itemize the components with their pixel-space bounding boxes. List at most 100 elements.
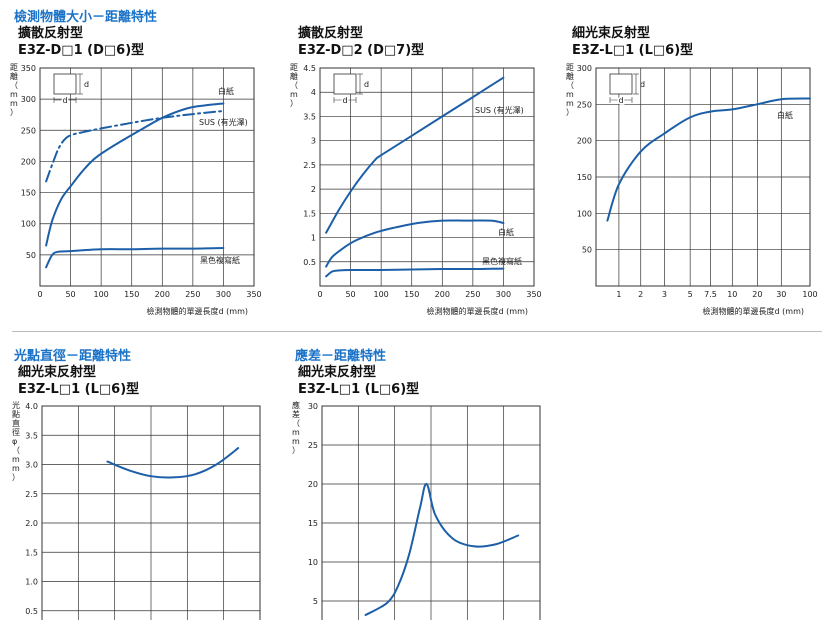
y-tick-label: 20 [308, 480, 318, 489]
x-tick-label: 2 [638, 290, 643, 299]
y-tick-label: 5 [313, 597, 318, 606]
chart-title-c5-line1: 細光束反射型 [298, 365, 377, 380]
y-axis-label: 應差（ m m） [292, 400, 300, 455]
series-label: SUS (有光澤) [199, 117, 248, 127]
chart-title-c3-line2: E3Z-L□1 (L□6)型 [572, 43, 694, 58]
y-tick-label: 2.0 [25, 519, 38, 528]
x-tick-label: 300 [216, 290, 231, 299]
y-tick-label: 150 [577, 173, 592, 182]
series-label: SUS (有光澤) [475, 105, 524, 115]
chart-title-c3: 細光束反射型 E3Z-L□1 (L□6)型 [572, 25, 693, 59]
y-tick-label: 50 [26, 251, 36, 260]
x-tick-label: 150 [404, 290, 419, 299]
x-tick-label: 100 [802, 290, 817, 299]
x-tick-label: 30 [776, 290, 786, 299]
y-tick-label: 1 [311, 234, 316, 243]
y-tick-label: 350 [21, 64, 36, 73]
y-tick-label: 200 [577, 137, 592, 146]
x-tick-label: 100 [94, 290, 109, 299]
plot-frame [319, 67, 535, 287]
y-tick-label: 100 [577, 209, 592, 218]
inset-height-label: d [364, 80, 369, 89]
x-tick-label: 250 [465, 290, 480, 299]
section-title-hysteresis: 應差－距離特性 [295, 349, 387, 364]
section-title-size-distance: 檢測物體大小－距離特性 [14, 10, 158, 25]
x-tick-label: 150 [124, 290, 139, 299]
series-line [45, 102, 225, 247]
y-tick-label: 200 [21, 157, 36, 166]
x-tick-label: 10 [727, 290, 737, 299]
y-axis-label: 距離（ m） [290, 63, 298, 108]
x-axis-label: 檢測物體的單邊長度d (mm) [427, 306, 528, 316]
y-tick-label: 2.5 [303, 161, 316, 170]
y-tick-label: 1.5 [25, 548, 38, 557]
y-tick-label: 1.5 [303, 209, 316, 218]
x-axis-label: 檢測物體的單邊長度d (mm) [147, 306, 248, 316]
y-axis-label: 距離（ m m） [10, 63, 18, 117]
x-tick-label: 200 [155, 290, 170, 299]
y-axis-label: 光點直徑 φ （m m） [12, 400, 20, 482]
chart-title-c4-line2: E3Z-L□1 (L□6)型 [18, 382, 140, 397]
y-tick-label: 15 [308, 519, 318, 528]
y-tick-label: 4.5 [303, 64, 316, 73]
x-tick-label: 50 [65, 290, 75, 299]
x-tick-label: 200 [435, 290, 450, 299]
y-tick-label: 300 [577, 64, 592, 73]
y-tick-label: 0.5 [25, 607, 38, 616]
x-tick-label: 3 [662, 290, 667, 299]
y-tick-label: 300 [21, 95, 36, 104]
chart-title-c3-line1: 細光束反射型 [572, 26, 651, 41]
x-tick-label: 5 [688, 290, 693, 299]
x-tick-label: 300 [496, 290, 511, 299]
chart-title-c1: 擴散反射型 E3Z-D□1 (D□6)型 [18, 25, 144, 59]
x-tick-label: 0 [37, 290, 42, 299]
chart-title-c2-line2: E3Z-D□2 (D□7)型 [298, 43, 425, 58]
series-label: 白紙 [498, 227, 514, 237]
series-line [325, 76, 505, 234]
x-tick-label: 1 [616, 290, 621, 299]
y-tick-label: 1.0 [25, 578, 38, 587]
x-tick-label: 100 [374, 290, 389, 299]
inset-height-label: d [84, 80, 89, 89]
series-label: 白紙 [777, 110, 793, 120]
y-tick-label: 3.5 [303, 112, 316, 121]
x-tick-label: 20 [752, 290, 762, 299]
x-tick-label: 350 [526, 290, 541, 299]
y-tick-label: 3 [311, 137, 316, 146]
chart-title-c4-line1: 細光束反射型 [18, 365, 97, 380]
inset-width-label: d [342, 96, 347, 105]
series-line [106, 447, 240, 479]
series-label: 黑色複寫紙 [482, 256, 522, 266]
x-tick-label: 7.5 [704, 290, 717, 299]
chart-title-c2-line1: 擴散反射型 [298, 26, 364, 41]
y-tick-label: 2.5 [25, 490, 38, 499]
series-line [606, 97, 811, 222]
y-tick-label: 100 [21, 220, 36, 229]
series-line [45, 247, 225, 269]
y-tick-label: 4.0 [25, 402, 38, 411]
y-tick-label: 30 [308, 402, 318, 411]
y-tick-label: 50 [582, 246, 592, 255]
chart-title-c1-line1: 擴散反射型 [18, 26, 84, 41]
series-label: 黑色複寫紙 [200, 255, 240, 265]
x-axis-label: 檢測物體的單邊長度d (mm) [703, 306, 804, 316]
inset-height-label: d [640, 80, 645, 89]
inset-square [609, 73, 633, 95]
chart-title-c5: 細光束反射型 E3Z-L□1 (L□6)型 [298, 364, 419, 398]
inset-width-label: d [618, 96, 623, 105]
plot-frame [39, 67, 255, 287]
chart-title-c4: 細光束反射型 E3Z-L□1 (L□6)型 [18, 364, 139, 398]
y-tick-label: 250 [577, 100, 592, 109]
series-line [45, 110, 225, 183]
y-tick-label: 10 [308, 558, 318, 567]
x-tick-label: 50 [345, 290, 355, 299]
chart-title-c5-line2: E3Z-L□1 (L□6)型 [298, 382, 420, 397]
y-tick-label: 250 [21, 126, 36, 135]
series-line [325, 219, 505, 268]
y-tick-label: 25 [308, 441, 318, 450]
series-label: 白紙 [218, 86, 234, 96]
series-line [325, 267, 505, 278]
